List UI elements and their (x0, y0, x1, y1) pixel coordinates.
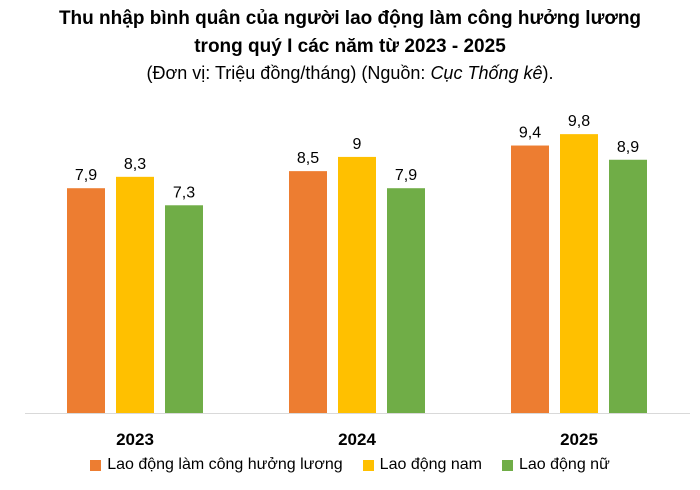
data-label-2023-series-2: 8,3 (124, 156, 146, 173)
bar-2024-series-3 (387, 188, 425, 413)
data-label-2025-series-1: 9,4 (519, 125, 541, 142)
bar-2024-series-1 (289, 171, 327, 413)
legend-item-1: Lao động làm công hưởng lương (90, 456, 343, 474)
data-label-2024-series-3: 7,9 (395, 167, 417, 184)
bar-2023-series-1 (67, 188, 105, 413)
chart-title-line-1: Thu nhập bình quân của người lao động là… (58, 8, 642, 29)
bar-2023-series-2 (116, 176, 154, 413)
subtitle-prefix: (Đơn vị: Triệu đồng/tháng) (Nguồn: (146, 63, 431, 83)
data-label-2024-series-1: 8,5 (297, 150, 319, 167)
data-label-2025-series-2: 9,8 (568, 113, 590, 130)
bar-2025-series-1 (511, 145, 549, 413)
data-label-2023-series-3: 7,3 (173, 184, 195, 201)
subtitle-source: Cục Thống kê (430, 63, 543, 83)
bar-2025-series-2 (560, 134, 598, 414)
x-tick-label-2023: 2023 (116, 430, 154, 449)
legend-swatch-1 (90, 459, 102, 471)
bar-2025-series-3 (609, 159, 647, 413)
data-label-2023-series-1: 7,9 (75, 167, 97, 184)
x-tick-label-2024: 2024 (338, 430, 376, 449)
legend-item-3: Lao động nữ (501, 456, 610, 474)
chart-title-line-2: trong quý I các năm từ 2023 - 2025 (194, 36, 506, 57)
bar-2024-series-2 (338, 156, 376, 413)
legend-label-1: Lao động làm công hưởng lương (107, 456, 343, 473)
legend-label-3: Lao động nữ (518, 456, 610, 473)
x-tick-label-2025: 2025 (560, 430, 598, 449)
data-label-2024-series-2: 9 (353, 136, 362, 153)
legend-swatch-3 (501, 459, 513, 471)
legend-swatch-2 (362, 459, 374, 471)
bar-2023-series-3 (165, 205, 203, 413)
legend-label-2: Lao động nam (379, 456, 482, 473)
legend-item-2: Lao động nam (362, 456, 482, 474)
chart-subtitle: (Đơn vị: Triệu đồng/tháng) (Nguồn: Cục T… (0, 60, 700, 86)
data-label-2025-series-3: 8,9 (617, 139, 639, 156)
subtitle-suffix: ). (542, 63, 554, 83)
legend: Lao động làm công hưởng lương Lao động na… (0, 456, 700, 474)
